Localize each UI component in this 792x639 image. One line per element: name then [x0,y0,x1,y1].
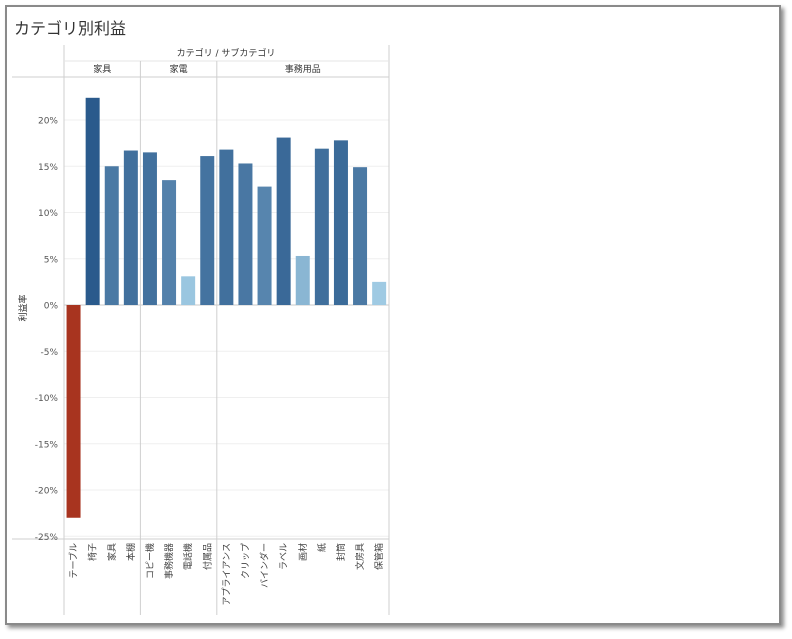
bar [181,276,196,305]
bar [162,180,177,305]
y-axis-label: 利益率 [17,294,29,321]
x-tick-label: 紙 [316,543,328,552]
x-tick-label: 付属品 [202,543,213,570]
bar [238,163,253,305]
x-tick-label: 封筒 [335,543,347,561]
group-label: 家具 [93,63,111,75]
bar [372,281,387,305]
y-tick-label: 0% [44,302,59,312]
bar [66,305,81,518]
y-tick-label: -20% [35,487,59,497]
bar [85,97,100,305]
y-tick-label: 5% [44,255,59,265]
bar [295,255,310,305]
y-tick-label: 20% [38,117,58,127]
group-label: 事務用品 [285,63,321,75]
x-tick-label: 椅子 [87,543,99,561]
bar [219,149,234,305]
bar [314,148,329,305]
y-tick-label: 10% [38,209,58,219]
y-tick-label: -15% [35,440,59,450]
y-tick-label: -5% [40,348,58,358]
x-tick-label: テーブル [68,543,80,578]
bar [104,166,119,305]
x-tick-label: ラベル [279,543,290,570]
header-label: カテゴリ / サブカテゴリ [177,47,276,59]
x-tick-label: 電話機 [182,543,194,570]
y-tick-label: 15% [38,163,58,173]
bar [353,167,368,305]
bar [276,137,291,305]
x-tick-label: アプライアンス [221,543,232,605]
bar [142,152,157,305]
dashboard-frame [5,5,781,625]
x-tick-label: 家具 [106,543,118,561]
group-label: 家電 [170,63,188,75]
y-tick-label: -10% [35,394,59,404]
bar [200,156,215,305]
x-tick-label: コピー機 [144,543,156,579]
bar [333,140,348,305]
x-tick-label: 画材 [297,543,309,561]
x-tick-label: 本棚 [125,543,137,561]
y-tick-label: -25% [35,533,59,543]
bar [123,150,138,305]
x-tick-label: クリップ [240,543,251,579]
page-title: カテゴリ別利益 [14,19,127,38]
x-tick-label: 事務機器 [163,543,175,579]
x-tick-label: 保管箱 [373,543,385,570]
bar [257,186,272,305]
x-tick-label: 文房具 [354,543,366,570]
x-tick-label: バインダー [259,543,271,588]
